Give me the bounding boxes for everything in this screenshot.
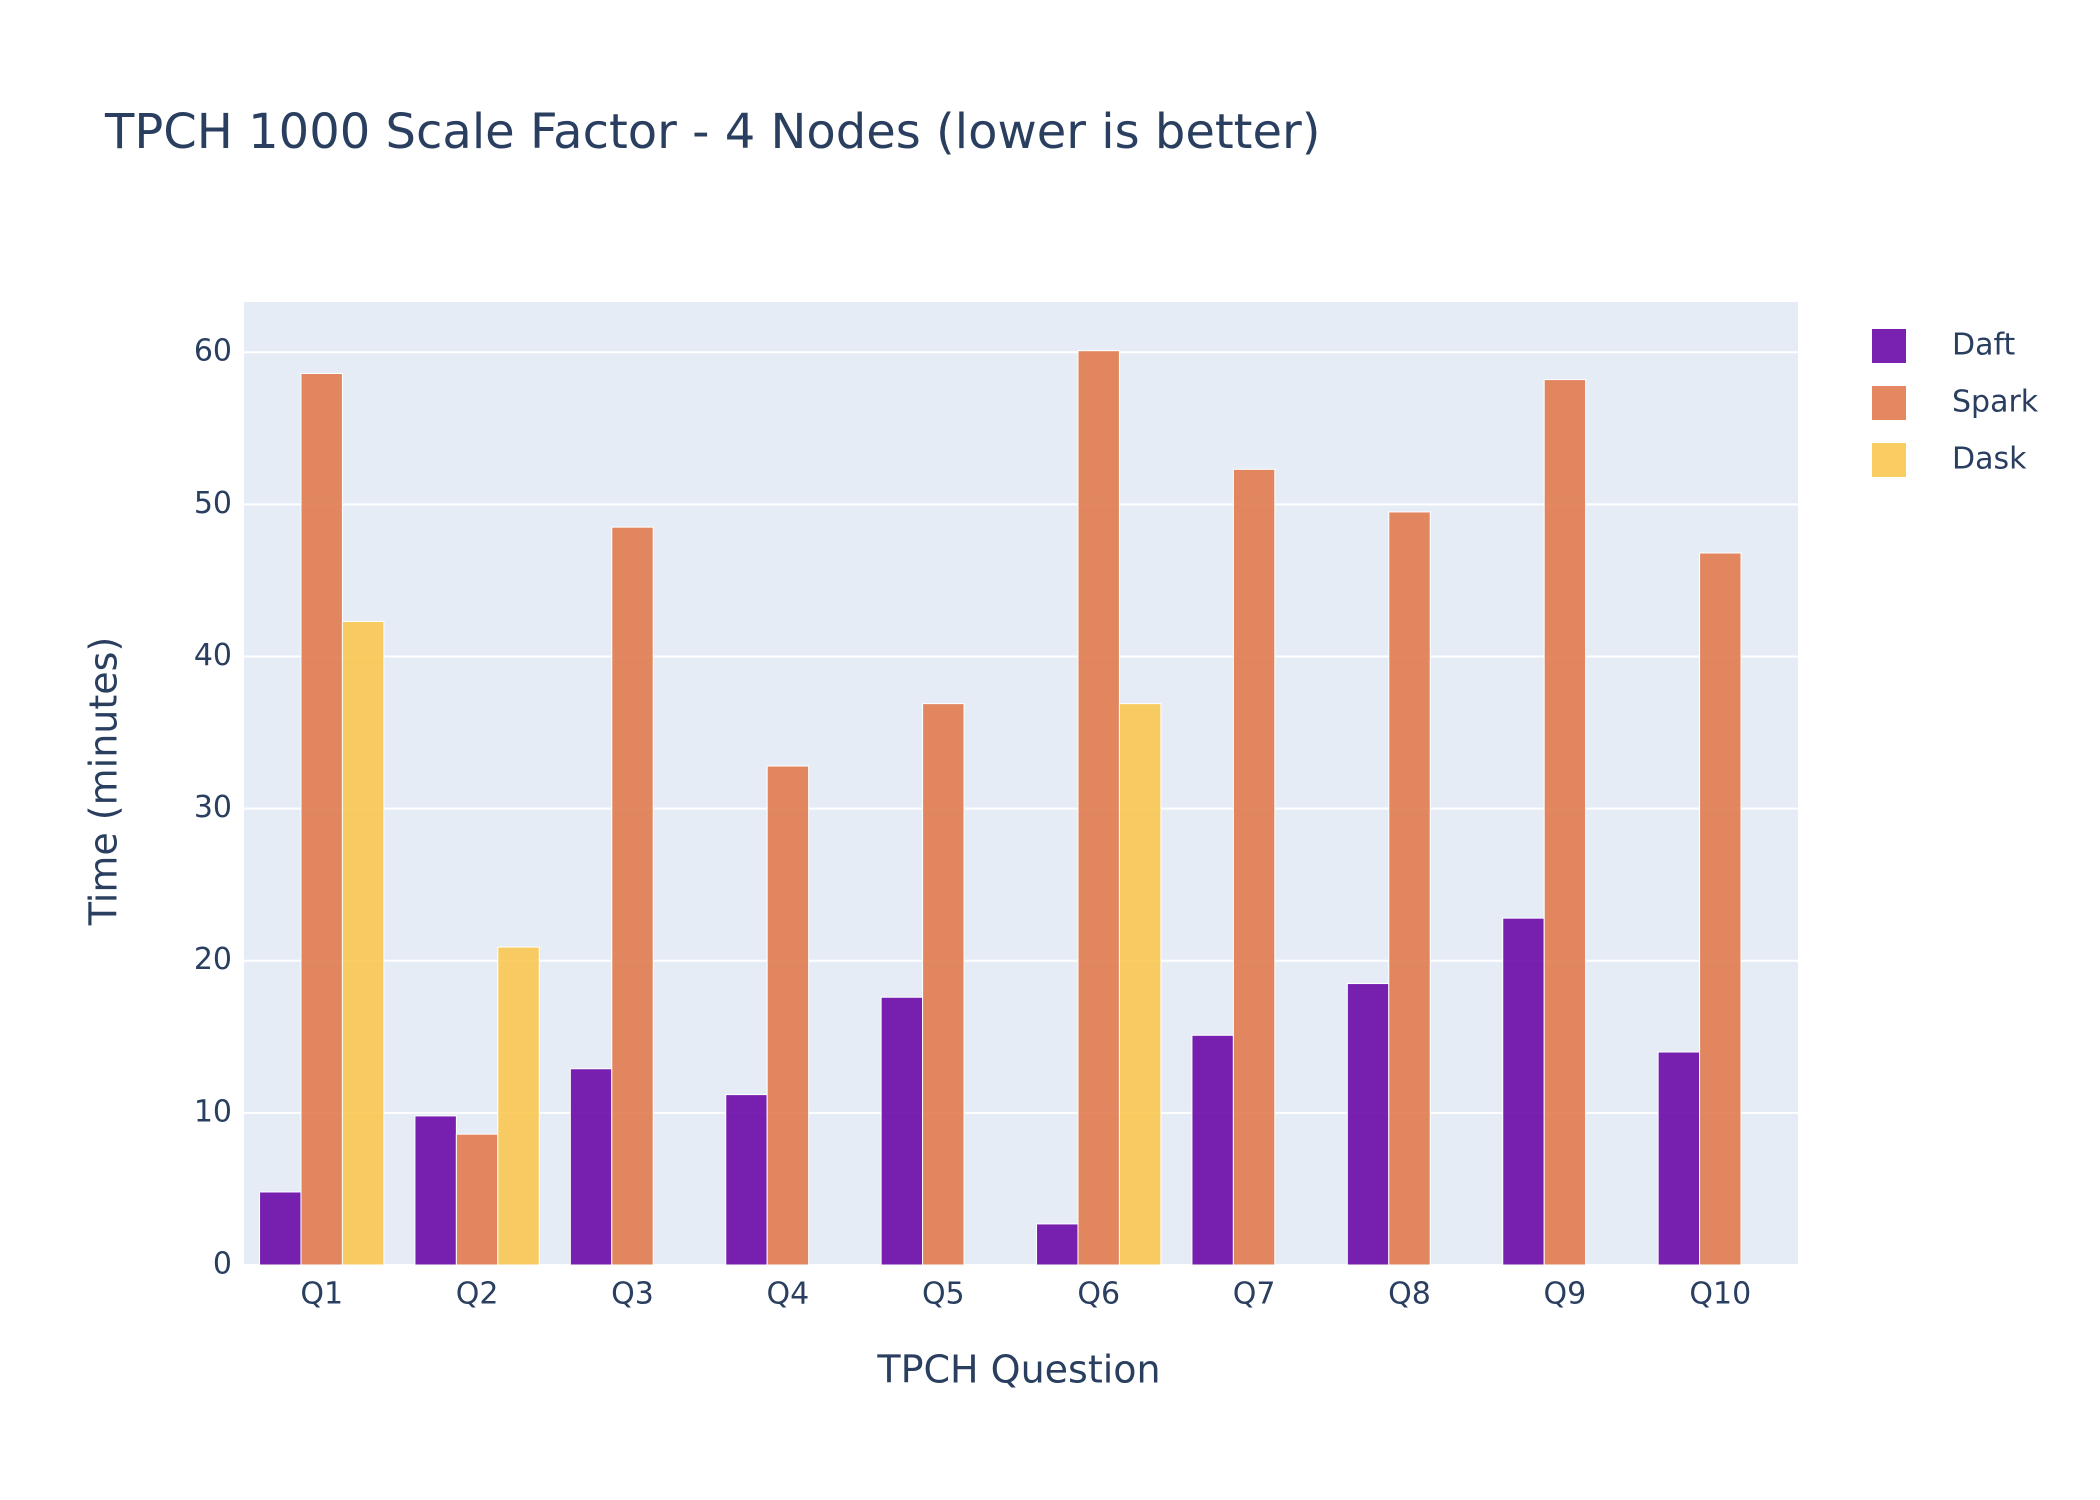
legend-label: Daft [1952,328,2016,363]
bar [1657,1051,1701,1266]
x-tick-label: Q7 [1233,1277,1276,1312]
x-tick-label: Q1 [300,1277,343,1312]
x-axis-title: TPCH Question [876,1348,1160,1392]
bar [1191,1034,1234,1266]
bar [922,703,965,1266]
bar [1502,917,1545,1266]
chart-title: TPCH 1000 Scale Factor - 4 Nodes (lower … [104,104,1321,160]
x-tick-label: Q6 [1077,1277,1120,1312]
bar [766,765,810,1266]
bar [259,1191,302,1266]
bar [725,1094,768,1266]
legend-swatch [1872,386,1906,420]
x-tick-label: Q5 [922,1277,965,1312]
bar [569,1068,613,1266]
y-tick-label: 50 [194,486,232,521]
y-tick-label: 30 [194,790,232,825]
bar [341,620,385,1266]
legend-swatch [1872,329,1906,363]
y-axis-title: Time (minutes) [82,637,126,927]
bar [1346,983,1390,1266]
legend-label: Dask [1952,442,2027,477]
x-tick-label: Q8 [1388,1277,1431,1312]
x-tick-label: Q4 [767,1277,810,1312]
x-tick-label: Q3 [611,1277,654,1312]
bar [611,526,654,1266]
bar [455,1133,499,1266]
legend-label: Spark [1952,385,2039,420]
x-tick-label: Q10 [1689,1277,1751,1312]
bar [1077,350,1120,1266]
y-tick-label: 40 [194,638,232,673]
bar [1232,468,1276,1266]
x-tick-label: Q9 [1544,1277,1587,1312]
y-tick-label: 0 [213,1247,232,1282]
x-tick-label: Q2 [456,1277,499,1312]
bar [497,946,540,1266]
bar [1388,511,1431,1266]
bar [1699,552,1742,1266]
bar [880,996,924,1266]
bar [414,1115,457,1266]
y-tick-label: 60 [194,334,232,369]
y-tick-label: 20 [194,942,232,977]
legend-swatch [1872,443,1906,477]
bar [300,373,343,1266]
bar [1036,1223,1079,1266]
bar [1118,703,1162,1266]
y-tick-label: 10 [194,1094,232,1129]
bar [1543,379,1587,1266]
